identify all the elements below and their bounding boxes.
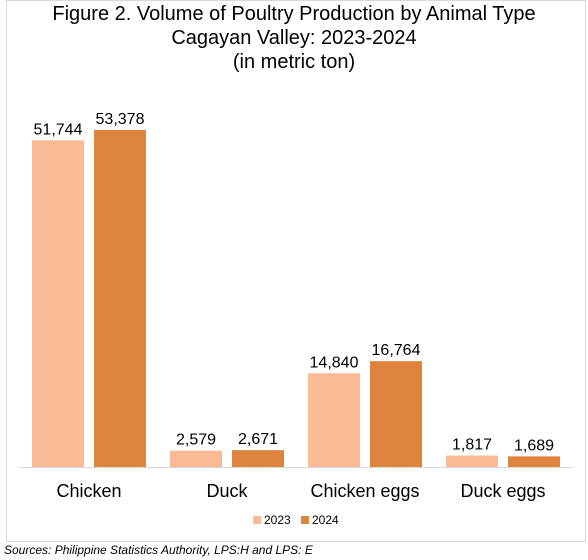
data-label: 51,744: [34, 121, 83, 138]
data-label: 16,764: [372, 342, 421, 359]
title-line-1: Figure 2. Volume of Poultry Production b…: [52, 3, 536, 25]
legend-swatch-2024: [301, 516, 309, 524]
data-label: 1,817: [452, 437, 492, 454]
bar-chart: 51,744 53,378 Chicken 2,579 2,671 Duck 14,840 1…: [20, 111, 572, 527]
x-tick-label: Chicken: [56, 481, 121, 501]
source-note: Sources: Philippine Statistics Authority…: [4, 543, 313, 557]
title-line-2: Cagayan Valley: 2023-2024: [171, 27, 417, 49]
bar-chicken-eggs-2024: [370, 361, 422, 467]
chart-title: Figure 2. Volume of Poultry Production b…: [0, 2, 588, 74]
legend-swatch-2023: [253, 516, 261, 524]
data-label: 1,689: [514, 437, 554, 454]
legend-label: 2024: [312, 513, 339, 527]
bar-chicken-2024: [94, 130, 146, 467]
data-label: 14,840: [310, 354, 359, 371]
bar-duck-2024: [232, 450, 284, 467]
bar-chicken-eggs-2023: [308, 373, 360, 467]
x-tick-label: Duck: [206, 481, 248, 501]
title-line-3: (in metric ton): [232, 51, 356, 73]
data-label: 2,579: [176, 432, 216, 449]
x-tick-label: Chicken eggs: [310, 481, 419, 501]
bar-chicken-2023: [32, 140, 84, 467]
bar-duck-eggs-2023: [446, 455, 498, 467]
legend-label: 2023: [264, 513, 291, 527]
data-label: 2,671: [238, 431, 278, 448]
x-tick-label: Duck eggs: [460, 481, 545, 501]
bar-duck-2023: [170, 450, 222, 467]
data-label: 53,378: [96, 111, 145, 128]
bar-duck-eggs-2024: [508, 456, 560, 467]
